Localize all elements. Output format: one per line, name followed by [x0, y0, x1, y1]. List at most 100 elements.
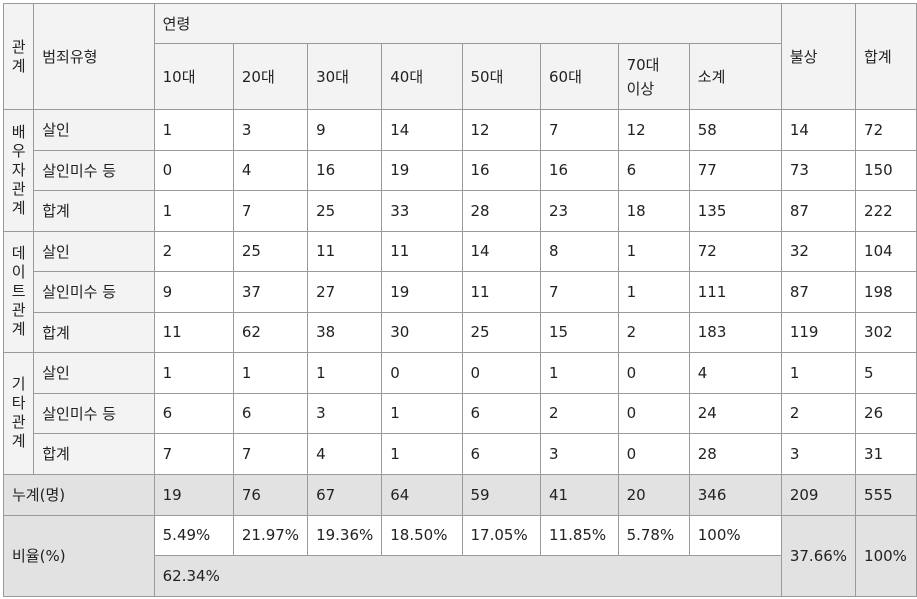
value-cell: 28 — [688, 433, 782, 475]
value-cell: 1 — [617, 271, 690, 313]
value-cell: 0 — [617, 433, 690, 475]
cumulative-cell: 346 — [688, 473, 782, 516]
age-column-header: 70대 이상 — [617, 43, 690, 110]
value-cell: 7 — [539, 271, 619, 313]
value-cell: 150 — [855, 149, 917, 191]
value-cell: 12 — [617, 109, 690, 151]
value-cell: 19 — [381, 271, 463, 313]
value-cell: 26 — [855, 392, 917, 434]
value-cell: 5 — [855, 352, 917, 394]
cumulative-label: 누계(명) — [3, 473, 155, 516]
value-cell: 28 — [461, 190, 541, 232]
crime-type-label: 살인미수 등 — [33, 392, 155, 434]
value-cell: 38 — [307, 311, 383, 353]
crime-type-label: 살인 — [33, 352, 155, 394]
value-cell: 3 — [232, 109, 309, 151]
value-cell: 37 — [232, 271, 309, 313]
relation-label: 배우자관계 — [2, 109, 35, 232]
value-cell: 1 — [780, 352, 857, 394]
value-cell: 1 — [153, 109, 234, 151]
value-cell: 198 — [855, 271, 917, 313]
table-row: 합계 1 7 25 33 28 23 18 135 87 222 — [4, 190, 917, 232]
value-cell: 135 — [688, 190, 782, 232]
value-cell: 1 — [153, 352, 234, 394]
table-row: 데이트관계 살인 2 25 11 11 14 8 1 72 32 104 — [2, 230, 917, 353]
value-cell: 104 — [855, 230, 917, 272]
value-cell: 1 — [617, 230, 690, 272]
table-row: 관계 범죄유형 연령 불상 합계 — [2, 3, 917, 110]
value-cell: 6 — [461, 392, 541, 434]
value-cell: 183 — [688, 311, 782, 353]
value-cell: 19 — [381, 149, 463, 191]
crime-type-label: 합계 — [33, 311, 155, 353]
value-cell: 30 — [381, 311, 463, 353]
ratio-cell: 19.36% — [307, 514, 383, 556]
value-cell: 4 — [688, 352, 782, 394]
value-cell: 11 — [381, 230, 463, 272]
age-column-header: 30대 — [307, 43, 383, 110]
age-column-header: 소계 — [688, 43, 782, 110]
value-cell: 87 — [780, 271, 857, 313]
table-row: 10대 20대 30대 40대 50대 60대 70대 이상 소계 — [4, 43, 917, 110]
age-column-header: 50대 — [461, 43, 541, 110]
ratio-unknown: 37.66% — [780, 514, 857, 597]
value-cell: 18 — [617, 190, 690, 232]
value-cell: 0 — [617, 392, 690, 434]
crime-table: 관계 범죄유형 연령 불상 합계 10대 20대 30대 40대 50대 60대 70대 이상 소계 배우… — [2, 3, 917, 597]
total-header: 합계 — [855, 3, 917, 110]
cumulative-cell: 64 — [381, 473, 463, 516]
cumulative-cell: 209 — [780, 473, 857, 516]
value-cell: 14 — [780, 109, 857, 151]
crime-type-label: 합계 — [33, 433, 155, 475]
table-row: 62.34% — [4, 554, 917, 597]
value-cell: 62 — [232, 311, 309, 353]
value-cell: 31 — [855, 433, 917, 475]
value-cell: 25 — [232, 230, 309, 272]
cumulative-cell: 19 — [153, 473, 234, 516]
crime-type-label: 합계 — [33, 190, 155, 232]
value-cell: 302 — [855, 311, 917, 353]
value-cell: 1 — [381, 392, 463, 434]
crime-type-label: 살인미수 등 — [33, 271, 155, 313]
ratio-label: 비율(%) — [3, 514, 155, 597]
value-cell: 3 — [539, 433, 619, 475]
value-cell: 222 — [855, 190, 917, 232]
cumulative-cell: 555 — [855, 473, 917, 516]
value-cell: 4 — [232, 149, 309, 191]
value-cell: 73 — [780, 149, 857, 191]
value-cell: 0 — [461, 352, 541, 394]
value-cell: 7 — [232, 190, 309, 232]
ratio-cell: 18.50% — [381, 514, 463, 556]
value-cell: 3 — [307, 392, 383, 434]
value-cell: 27 — [307, 271, 383, 313]
table-row: 살인미수 등 6 6 3 1 6 2 0 24 2 26 — [4, 392, 917, 434]
value-cell: 32 — [780, 230, 857, 272]
ratio-cell: 5.78% — [617, 514, 690, 556]
value-cell: 14 — [461, 230, 541, 272]
value-cell: 9 — [307, 109, 383, 151]
value-cell: 2 — [153, 230, 234, 272]
value-cell: 33 — [381, 190, 463, 232]
value-cell: 2 — [617, 311, 690, 353]
value-cell: 25 — [461, 311, 541, 353]
value-cell: 16 — [307, 149, 383, 191]
cumulative-cell: 67 — [307, 473, 383, 516]
value-cell: 7 — [153, 433, 234, 475]
value-cell: 6 — [232, 392, 309, 434]
value-cell: 15 — [539, 311, 619, 353]
age-column-header: 10대 — [153, 43, 234, 110]
value-cell: 6 — [461, 433, 541, 475]
value-cell: 12 — [461, 109, 541, 151]
table-row: 살인미수 등 0 4 16 19 16 16 6 77 73 150 — [4, 149, 917, 191]
crime-type-label: 살인 — [33, 109, 155, 151]
cumulative-cell: 20 — [617, 473, 690, 516]
value-cell: 23 — [539, 190, 619, 232]
value-cell: 72 — [855, 109, 917, 151]
cumulative-cell: 59 — [461, 473, 541, 516]
crime-type-label: 살인 — [33, 230, 155, 272]
table-row: 합계 7 7 4 1 6 3 0 28 3 31 — [4, 433, 917, 475]
value-cell: 8 — [539, 230, 619, 272]
value-cell: 0 — [153, 149, 234, 191]
table-body: 관계 범죄유형 연령 불상 합계 10대 20대 30대 40대 50대 60대 70대 이상 소계 배우… — [2, 3, 917, 597]
age-column-header: 20대 — [232, 43, 309, 110]
